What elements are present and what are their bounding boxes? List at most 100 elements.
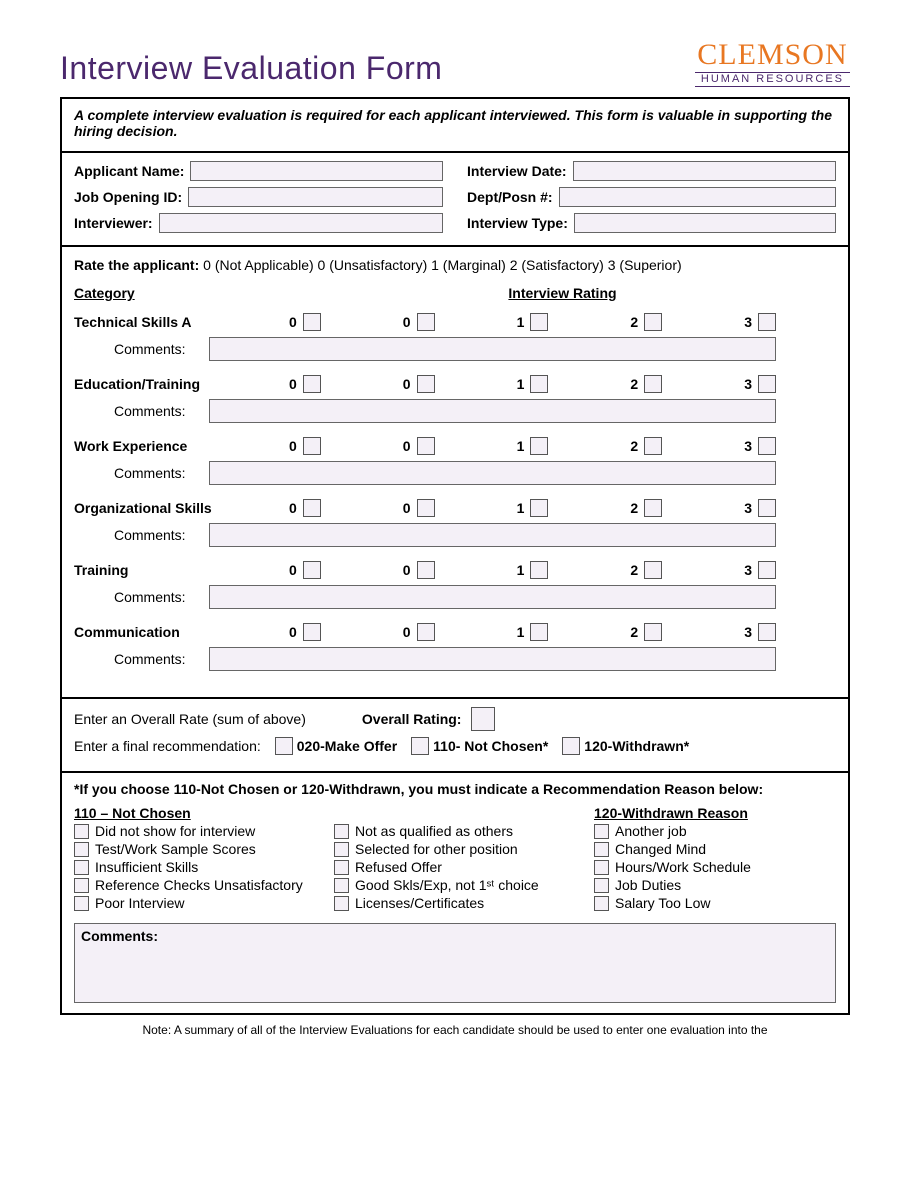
rating-option: 0 <box>403 437 435 455</box>
reason-col-not-chosen-2: . Not as qualified as othersSelected for… <box>334 805 576 911</box>
category-name: Communication <box>74 624 289 640</box>
rating-checkbox[interactable] <box>303 437 321 455</box>
rating-option: 0 <box>289 375 321 393</box>
comments-label: Comments: <box>114 465 209 481</box>
rec-check-110[interactable] <box>411 737 429 755</box>
comments-input[interactable] <box>209 523 776 547</box>
comments-input[interactable] <box>209 461 776 485</box>
rating-checkbox[interactable] <box>758 623 776 641</box>
rating-number: 0 <box>289 624 297 640</box>
rating-checkbox[interactable] <box>530 623 548 641</box>
comments-input[interactable] <box>209 399 776 423</box>
rating-checkbox[interactable] <box>303 623 321 641</box>
comments-input[interactable] <box>209 585 776 609</box>
rating-option: 3 <box>744 561 776 579</box>
reason-line: Changed Mind <box>594 841 836 857</box>
reason-checkbox[interactable] <box>74 824 89 839</box>
rec-check-020[interactable] <box>275 737 293 755</box>
reason-checkbox[interactable] <box>594 896 609 911</box>
rating-checkbox[interactable] <box>303 561 321 579</box>
reason-label: Not as qualified as others <box>355 823 513 839</box>
rating-checkbox[interactable] <box>644 561 662 579</box>
reason-checkbox[interactable] <box>334 842 349 857</box>
rating-checkbox[interactable] <box>417 375 435 393</box>
rating-checkbox[interactable] <box>417 499 435 517</box>
rating-checkbox[interactable] <box>417 561 435 579</box>
ratings-section: Rate the applicant: 0 (Not Applicable) 0… <box>62 247 848 699</box>
reason-checkbox[interactable] <box>594 842 609 857</box>
reason-checkbox[interactable] <box>74 860 89 875</box>
category-row: Training00123 <box>74 561 836 579</box>
rating-option: 2 <box>630 499 662 517</box>
rating-checkbox[interactable] <box>644 499 662 517</box>
reason-checkbox[interactable] <box>334 878 349 893</box>
reason-checkbox[interactable] <box>334 896 349 911</box>
reason-line: Poor Interview <box>74 895 316 911</box>
field-job-opening-id: Job Opening ID: <box>74 187 443 207</box>
reason-checkbox[interactable] <box>334 860 349 875</box>
reason-label: Changed Mind <box>615 841 706 857</box>
reason-checkbox[interactable] <box>74 878 89 893</box>
rating-checkbox[interactable] <box>530 437 548 455</box>
overall-rate-label: Enter an Overall Rate (sum of above) <box>74 711 306 727</box>
rating-number: 1 <box>517 500 525 516</box>
job-opening-id-input[interactable] <box>188 187 443 207</box>
category-row: Communication00123 <box>74 623 836 641</box>
rating-checkbox[interactable] <box>644 623 662 641</box>
rating-checkbox[interactable] <box>644 375 662 393</box>
reason-checkbox[interactable] <box>594 824 609 839</box>
applicant-name-input[interactable] <box>190 161 443 181</box>
rec-check-120[interactable] <box>562 737 580 755</box>
page-header: Interview Evaluation Form CLEMSON HUMAN … <box>60 40 850 87</box>
rating-checkbox[interactable] <box>303 499 321 517</box>
comments-label: Comments: <box>114 589 209 605</box>
rating-checkbox[interactable] <box>303 375 321 393</box>
reason-line: Salary Too Low <box>594 895 836 911</box>
rating-checkbox[interactable] <box>417 313 435 331</box>
reason-label: Did not show for interview <box>95 823 255 839</box>
comments-input[interactable] <box>209 647 776 671</box>
reason-checkbox[interactable] <box>594 878 609 893</box>
category-row: Organizational Skills00123 <box>74 499 836 517</box>
rating-checkbox[interactable] <box>758 499 776 517</box>
interviewer-input[interactable] <box>159 213 443 233</box>
reason-checkbox[interactable] <box>334 824 349 839</box>
reason-line: Job Duties <box>594 877 836 893</box>
rating-checkbox[interactable] <box>758 561 776 579</box>
rating-number: 3 <box>744 500 752 516</box>
dept-posn-input[interactable] <box>559 187 836 207</box>
rating-checkbox[interactable] <box>758 375 776 393</box>
rating-checkbox[interactable] <box>530 561 548 579</box>
intro-text: A complete interview evaluation is requi… <box>62 99 848 153</box>
logo-subtitle: HUMAN RESOURCES <box>695 72 850 87</box>
rating-number: 2 <box>630 314 638 330</box>
reasons-note: *If you choose 110-Not Chosen or 120-Wit… <box>74 781 836 797</box>
recommendation-comments-box[interactable]: Comments: <box>74 923 836 1003</box>
org-logo: CLEMSON HUMAN RESOURCES <box>695 40 850 87</box>
reason-line: Good Skls/Exp, not 1ˢᵗ choice <box>334 877 576 893</box>
rating-option: 3 <box>744 375 776 393</box>
rating-checkbox[interactable] <box>644 313 662 331</box>
rating-option: 0 <box>403 313 435 331</box>
rating-checkbox[interactable] <box>758 437 776 455</box>
rating-number: 0 <box>403 500 411 516</box>
rating-option: 0 <box>289 313 321 331</box>
reason-checkbox[interactable] <box>74 896 89 911</box>
rating-checkbox[interactable] <box>417 437 435 455</box>
rating-checkbox[interactable] <box>758 313 776 331</box>
rating-checkbox[interactable] <box>417 623 435 641</box>
rating-checkbox[interactable] <box>530 375 548 393</box>
reason-checkbox[interactable] <box>594 860 609 875</box>
overall-rating-input[interactable] <box>471 707 495 731</box>
reason-line: Test/Work Sample Scores <box>74 841 316 857</box>
rating-set: 00123 <box>289 499 836 517</box>
rating-option: 3 <box>744 499 776 517</box>
comments-input[interactable] <box>209 337 776 361</box>
rating-checkbox[interactable] <box>530 499 548 517</box>
reason-checkbox[interactable] <box>74 842 89 857</box>
rating-checkbox[interactable] <box>644 437 662 455</box>
rating-checkbox[interactable] <box>530 313 548 331</box>
rating-checkbox[interactable] <box>303 313 321 331</box>
interview-type-input[interactable] <box>574 213 836 233</box>
interview-date-input[interactable] <box>573 161 836 181</box>
